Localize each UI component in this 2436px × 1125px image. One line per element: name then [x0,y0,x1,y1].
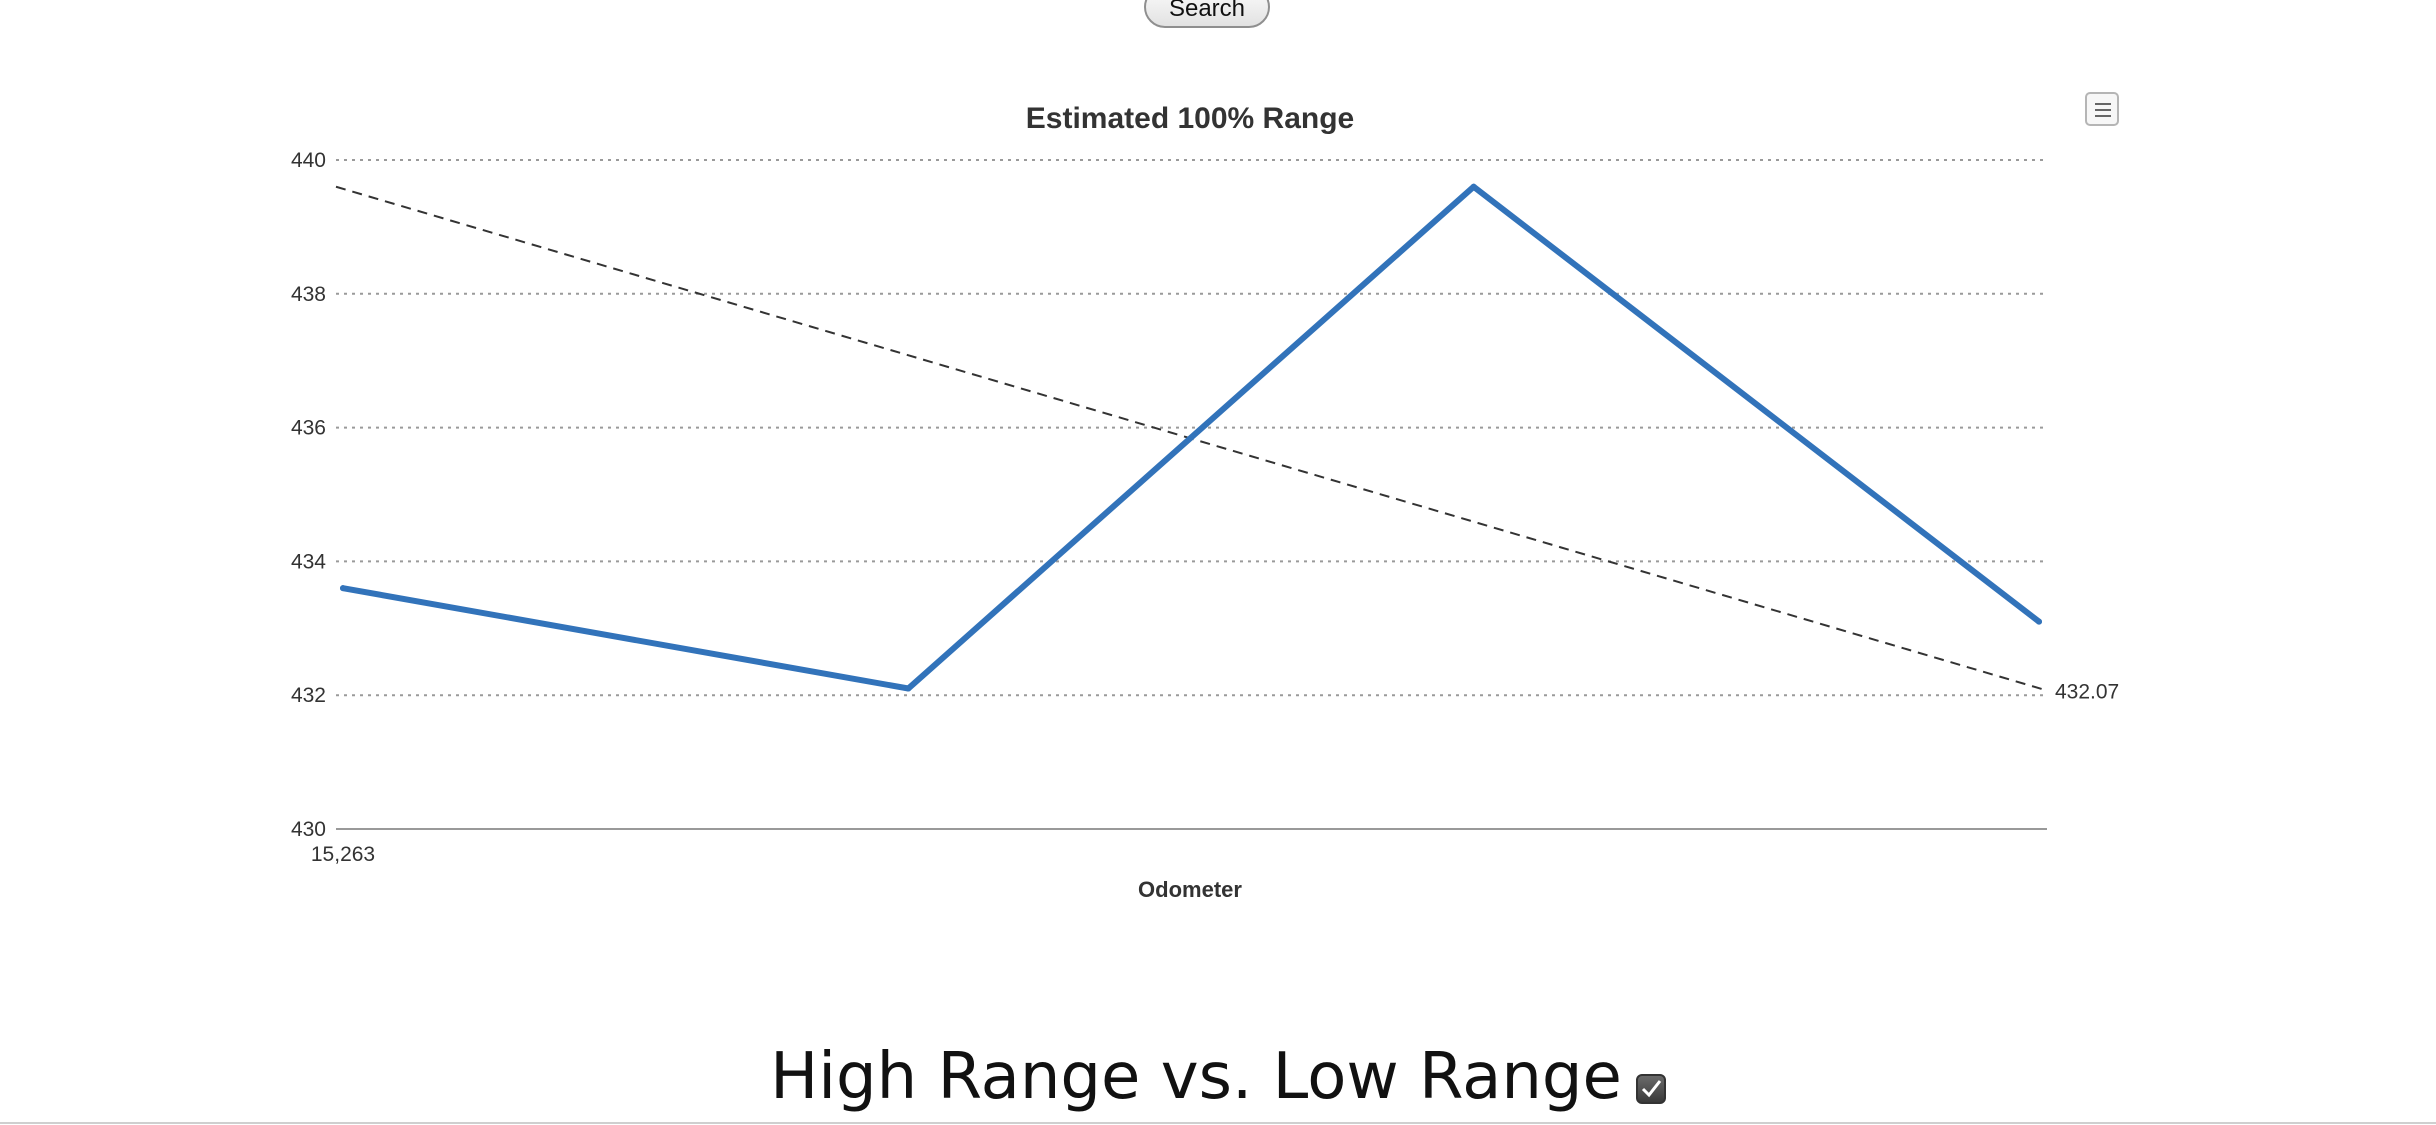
y-axis-ticks: 430 432 434 436 438 440 [291,149,326,841]
series-line [340,183,2042,692]
chart-title: Estimated 100% Range [1026,102,1354,135]
y-tick-label: 440 [291,149,326,172]
trendline-end-label: 432.07 [2055,681,2119,704]
x-axis-title: Odometer [1138,877,1242,902]
search-button[interactable]: Search [1144,0,1270,28]
x-tick-label: 15,263 [311,843,375,866]
page-divider [0,1122,2436,1124]
data-point[interactable] [1470,183,1477,190]
chart-menu-button[interactable] [2085,92,2119,126]
section-heading-text: High Range vs. Low Range [770,1040,1622,1114]
x-axis-ticks: 15,263 [311,843,375,866]
y-tick-label: 430 [291,818,326,841]
grid-layer [336,159,2047,830]
hamburger-menu-icon-bar [2095,115,2111,117]
section-heading: High Range vs. Low Range [0,1040,2436,1114]
hamburger-menu-icon-bar [2095,109,2111,111]
data-point[interactable] [905,685,912,692]
trendline-layer: 432.07 [335,185,2119,704]
y-tick-label: 438 [291,283,326,306]
y-tick-label: 436 [291,417,326,440]
series-layer [340,183,2042,692]
y-tick-label: 434 [291,550,326,573]
hamburger-menu-icon [2095,103,2111,105]
range-chart-svg: Estimated 100% Range 430432434436438440 … [291,102,2119,902]
data-point[interactable] [340,585,346,592]
range-chart: Estimated 100% Range 430 432 434 436 438 440 … [291,102,2119,902]
y-tick-label: 432 [291,684,326,707]
checkbox-checked-icon[interactable] [1635,1074,1666,1104]
data-point[interactable] [2036,618,2042,625]
